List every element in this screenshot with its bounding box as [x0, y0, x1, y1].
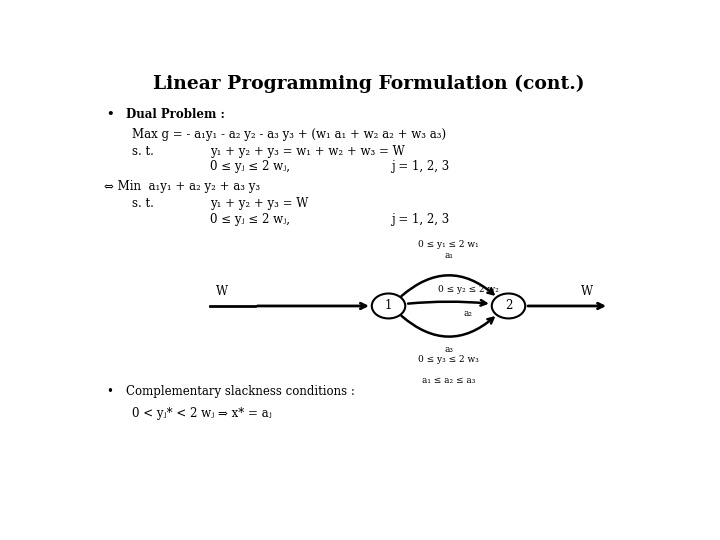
FancyArrowPatch shape [408, 300, 486, 306]
Text: 0 < yⱼ* < 2 wⱼ ⇒ x* = aⱼ: 0 < yⱼ* < 2 wⱼ ⇒ x* = aⱼ [132, 407, 271, 420]
Text: •: • [107, 385, 114, 398]
Text: j = 1, 2, 3: j = 1, 2, 3 [392, 160, 449, 173]
Text: 0 ≤ yⱼ ≤ 2 wⱼ,: 0 ≤ yⱼ ≤ 2 wⱼ, [210, 160, 290, 173]
Text: y₁ + y₂ + y₃ = W: y₁ + y₂ + y₃ = W [210, 197, 308, 210]
Text: Max g = - a₁y₁ - a₂ y₂ - a₃ y₃ + (w₁ a₁ + w₂ a₂ + w₃ a₃): Max g = - a₁y₁ - a₂ y₂ - a₃ y₃ + (w₁ a₁ … [132, 128, 446, 141]
Text: y₁ + y₂ + y₃ = w₁ + w₂ + w₃ = W: y₁ + y₂ + y₃ = w₁ + w₂ + w₃ = W [210, 145, 405, 158]
Text: •: • [107, 109, 114, 122]
Text: 1: 1 [385, 300, 392, 313]
FancyArrowPatch shape [402, 316, 493, 336]
Text: W: W [215, 286, 228, 299]
Circle shape [372, 294, 405, 319]
Text: s. t.: s. t. [132, 197, 154, 210]
Text: ⇔ Min  a₁y₁ + a₂ y₂ + a₃ y₃: ⇔ Min a₁y₁ + a₂ y₂ + a₃ y₃ [104, 180, 260, 193]
Text: 0 ≤ yⱼ ≤ 2 wⱼ,: 0 ≤ yⱼ ≤ 2 wⱼ, [210, 213, 290, 226]
Text: W: W [581, 286, 593, 299]
Text: 2: 2 [505, 300, 512, 313]
Text: a₁ ≤ a₂ ≤ a₃: a₁ ≤ a₂ ≤ a₃ [422, 376, 475, 385]
Text: Linear Programming Formulation (cont.): Linear Programming Formulation (cont.) [153, 75, 585, 93]
FancyArrowPatch shape [402, 275, 493, 296]
Text: 0 ≤ y₃ ≤ 2 w₃: 0 ≤ y₃ ≤ 2 w₃ [418, 355, 479, 364]
Text: s. t.: s. t. [132, 145, 154, 158]
Text: j = 1, 2, 3: j = 1, 2, 3 [392, 213, 449, 226]
Text: 0 ≤ y₂ ≤ 2 w₂: 0 ≤ y₂ ≤ 2 w₂ [438, 285, 498, 294]
Text: 0 ≤ y₁ ≤ 2 w₁: 0 ≤ y₁ ≤ 2 w₁ [418, 240, 479, 248]
Text: a₂: a₂ [464, 309, 472, 318]
Text: Complementary slackness conditions :: Complementary slackness conditions : [126, 385, 355, 398]
Text: a₃: a₃ [444, 346, 453, 354]
Text: Dual Problem :: Dual Problem : [126, 109, 225, 122]
Text: a₁: a₁ [444, 251, 453, 260]
Circle shape [492, 294, 526, 319]
